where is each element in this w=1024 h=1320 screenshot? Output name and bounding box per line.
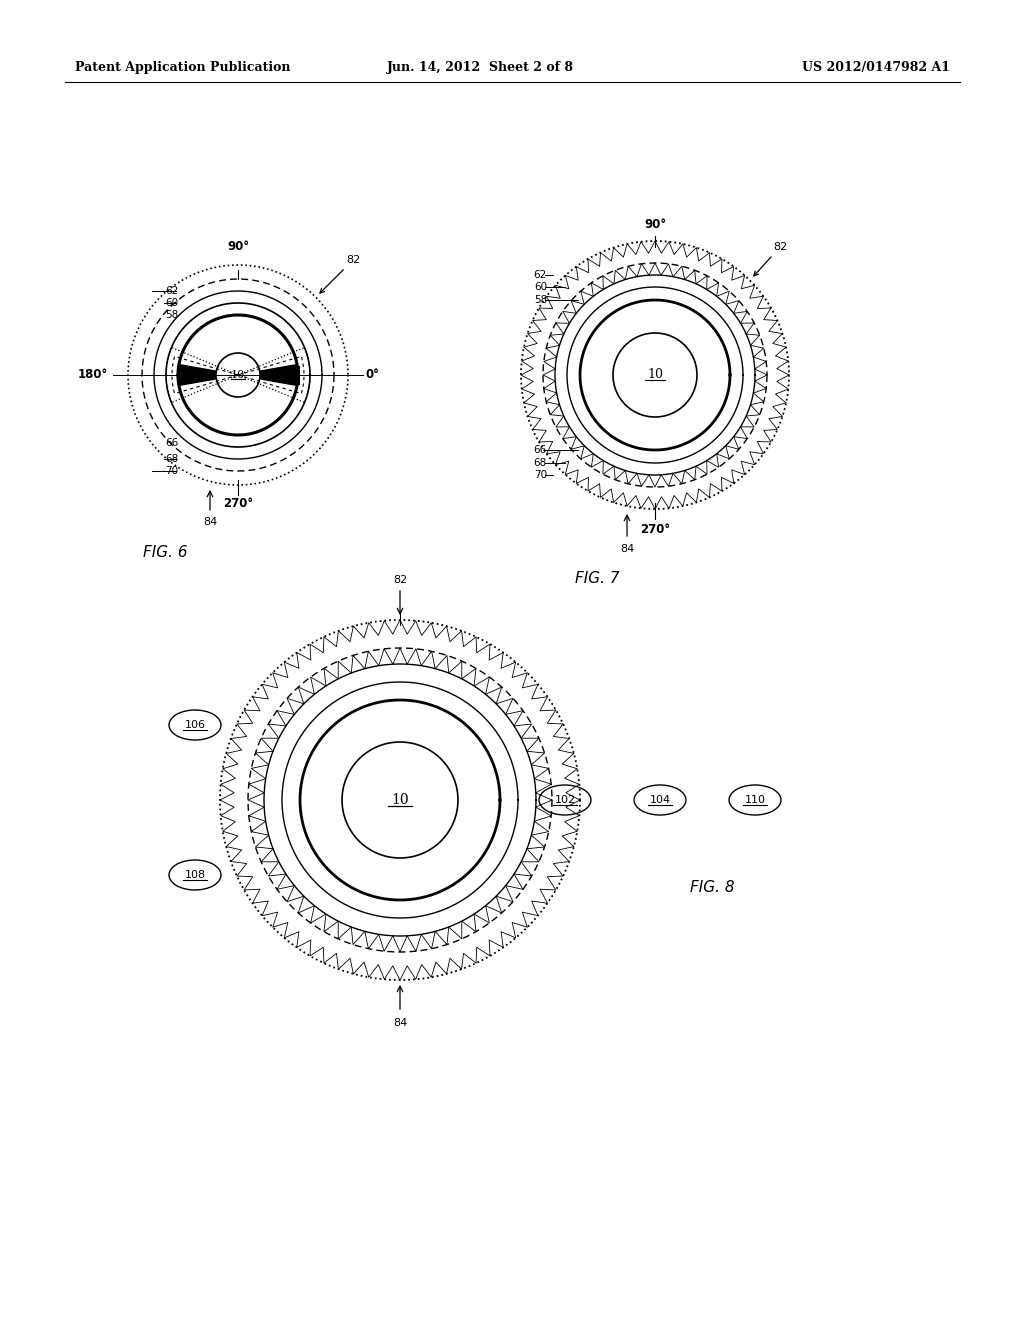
Text: 82: 82 [393, 576, 408, 585]
Text: 68: 68 [534, 458, 547, 469]
Text: 0°: 0° [366, 368, 380, 381]
Ellipse shape [169, 710, 221, 741]
Circle shape [216, 352, 260, 397]
Text: 70: 70 [165, 466, 178, 477]
Circle shape [613, 333, 697, 417]
Text: FIG. 7: FIG. 7 [575, 572, 620, 586]
Text: 84: 84 [203, 517, 217, 527]
Text: 102: 102 [554, 795, 575, 805]
Text: 66: 66 [165, 438, 178, 447]
Text: Patent Application Publication: Patent Application Publication [75, 62, 291, 74]
Ellipse shape [169, 861, 221, 890]
Text: 66: 66 [534, 445, 547, 455]
Text: 90°: 90° [227, 240, 249, 253]
Text: 106: 106 [184, 719, 206, 730]
Polygon shape [238, 364, 298, 385]
Text: 68: 68 [165, 454, 178, 465]
Text: 58: 58 [165, 310, 178, 319]
Text: Jun. 14, 2012  Sheet 2 of 8: Jun. 14, 2012 Sheet 2 of 8 [386, 62, 573, 74]
Text: 84: 84 [620, 544, 634, 554]
Circle shape [342, 742, 458, 858]
Text: 180°: 180° [78, 368, 108, 381]
Ellipse shape [729, 785, 781, 814]
Text: 10: 10 [391, 793, 409, 807]
Text: US 2012/0147982 A1: US 2012/0147982 A1 [802, 62, 950, 74]
Ellipse shape [634, 785, 686, 814]
Text: FIG. 8: FIG. 8 [690, 880, 734, 895]
Text: 60: 60 [534, 282, 547, 292]
Text: FIG. 6: FIG. 6 [143, 545, 187, 560]
Text: 10: 10 [647, 368, 663, 381]
Text: 60: 60 [165, 298, 178, 308]
Text: 70: 70 [534, 470, 547, 480]
Text: 104: 104 [649, 795, 671, 805]
Text: 10: 10 [230, 370, 245, 380]
Text: 62: 62 [534, 271, 547, 280]
Text: 90°: 90° [644, 218, 666, 231]
Text: 82: 82 [319, 255, 360, 293]
Text: 270°: 270° [640, 523, 670, 536]
Text: 82: 82 [754, 242, 787, 276]
Ellipse shape [539, 785, 591, 814]
Text: 110: 110 [744, 795, 766, 805]
Text: 62: 62 [165, 286, 178, 296]
Text: 84: 84 [393, 1018, 408, 1028]
Text: 58: 58 [534, 294, 547, 305]
Polygon shape [178, 364, 238, 385]
Text: 108: 108 [184, 870, 206, 880]
Text: 270°: 270° [223, 498, 253, 510]
